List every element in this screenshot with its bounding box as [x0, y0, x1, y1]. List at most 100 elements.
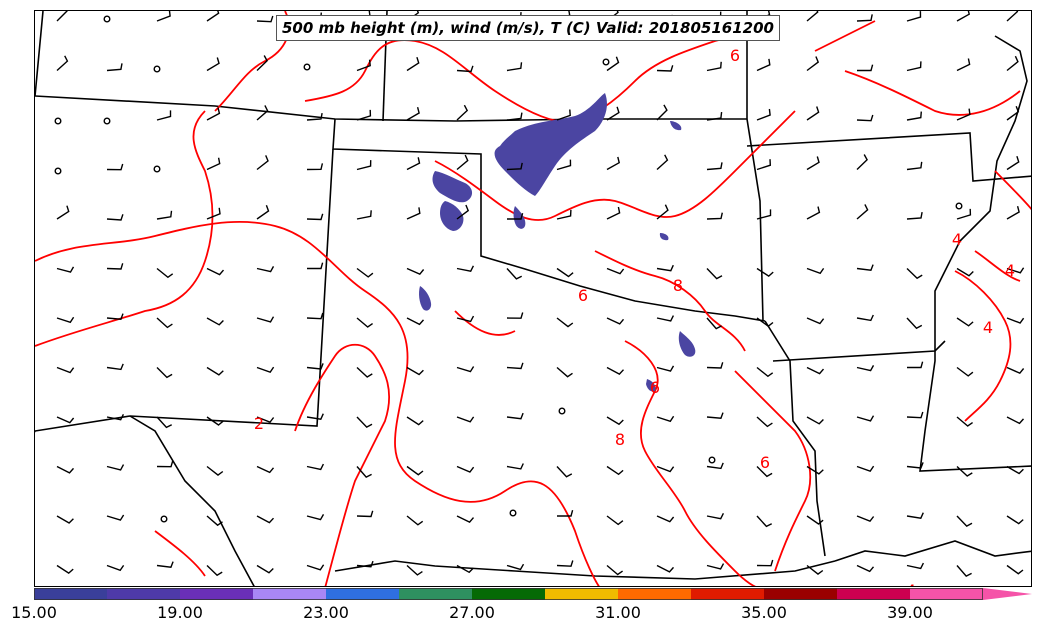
wind-barb [1006, 206, 1020, 220]
wind-barb [856, 564, 875, 573]
contour-value-labels: 6 6 6 6 8 8 4 4 4 4 2 [254, 46, 1015, 587]
wind-barb [406, 366, 424, 376]
wind-barb [1006, 267, 1025, 274]
wind-barb [706, 462, 724, 470]
wind-barb [456, 564, 474, 574]
wind-barb [856, 365, 875, 372]
wind-barb [506, 463, 524, 470]
colorbar-tick-label: 23.00 [303, 603, 349, 622]
wind-barb [256, 366, 275, 373]
wind-barb [1006, 317, 1025, 324]
wind-barb [806, 317, 825, 325]
wind-barb [756, 366, 774, 378]
wind-barb [956, 317, 974, 327]
wind-barb [906, 267, 923, 280]
wind-barb [956, 465, 973, 477]
wind-barb [356, 59, 371, 72]
wind-barb [506, 563, 525, 571]
calm-station-markers [54, 15, 963, 523]
wind-barb [856, 154, 868, 171]
contour-label: 4 [906, 581, 916, 587]
colorbar-tick-label: 35.00 [741, 603, 787, 622]
contour-label: 6 [650, 378, 660, 397]
wind-barb [256, 266, 275, 273]
wind-barb [906, 211, 923, 220]
wind-barb [56, 316, 75, 324]
wind-barb [806, 564, 824, 575]
wind-barb [506, 312, 524, 319]
wind-barb [56, 205, 70, 220]
wind-barb [906, 462, 924, 469]
wind-barb [857, 64, 874, 72]
wind-barb [556, 560, 574, 567]
wind-barb [156, 460, 174, 468]
wind-barb [256, 55, 268, 72]
wind-barb [606, 206, 621, 220]
wind-barb [1006, 465, 1024, 475]
wind-barb [906, 512, 924, 519]
wind-barb [56, 266, 75, 273]
wind-barb [706, 61, 722, 72]
wind-barb [556, 366, 573, 378]
wind-barb [706, 512, 725, 520]
wind-barb [656, 415, 675, 423]
wind-barb [606, 465, 624, 476]
wind-barb [956, 58, 971, 72]
wind-barb [256, 316, 275, 323]
wind-barb [756, 559, 774, 567]
wind-barb [307, 262, 324, 270]
wind-barb [56, 465, 75, 474]
wind-barb [556, 159, 572, 171]
wind-barb [206, 564, 223, 577]
wind-barb [356, 510, 374, 518]
wind-barb [756, 159, 772, 171]
colorbar-segment [910, 588, 984, 600]
wind-barb [256, 15, 274, 23]
wind-barb [506, 268, 523, 280]
wind-barb [806, 56, 820, 72]
wind-barb [507, 213, 524, 220]
wind-barb [406, 317, 425, 326]
wind-barb [506, 162, 523, 171]
wind-barb [156, 317, 173, 329]
wind-barb [656, 264, 674, 272]
wind-barb [206, 416, 224, 426]
wind-barb [1006, 515, 1024, 525]
colorbar-segment [764, 588, 838, 600]
colorbar-tick-label: 31.00 [595, 603, 641, 622]
wind-barb [356, 210, 372, 220]
wind-barb [356, 560, 374, 568]
wind-barb [556, 109, 571, 121]
wind-barb [106, 163, 124, 171]
wind-barb [106, 63, 123, 72]
wind-barb [856, 264, 874, 271]
wind-barb [306, 312, 324, 320]
wind-barb [706, 317, 722, 330]
wind-barb [506, 412, 524, 420]
wind-barb [1006, 416, 1025, 425]
wind-barb [206, 317, 224, 326]
wind-barb [656, 315, 675, 322]
colorbar-segment [837, 588, 911, 600]
colorbar-extend-arrow [983, 588, 1032, 600]
wind-barb [706, 112, 723, 121]
contour-label: 4 [952, 230, 962, 249]
wind-barb [907, 361, 924, 369]
wind-barb [756, 515, 773, 528]
wind-barb [606, 515, 624, 526]
wind-barb [1006, 366, 1025, 375]
contour-label: 8 [615, 430, 625, 449]
wind-barb [456, 515, 475, 523]
wind-barb [56, 564, 74, 574]
wind-barb [956, 416, 973, 427]
wind-barbs [56, 11, 1025, 577]
wind-barb [556, 466, 573, 478]
wind-barb [856, 515, 875, 523]
wind-barb [206, 515, 223, 527]
wind-barb [806, 11, 819, 22]
wind-barb [356, 366, 373, 378]
wind-barb [56, 55, 69, 72]
colorbar-outline [34, 588, 983, 600]
wind-barb [956, 565, 972, 577]
wind-barb [556, 209, 572, 220]
